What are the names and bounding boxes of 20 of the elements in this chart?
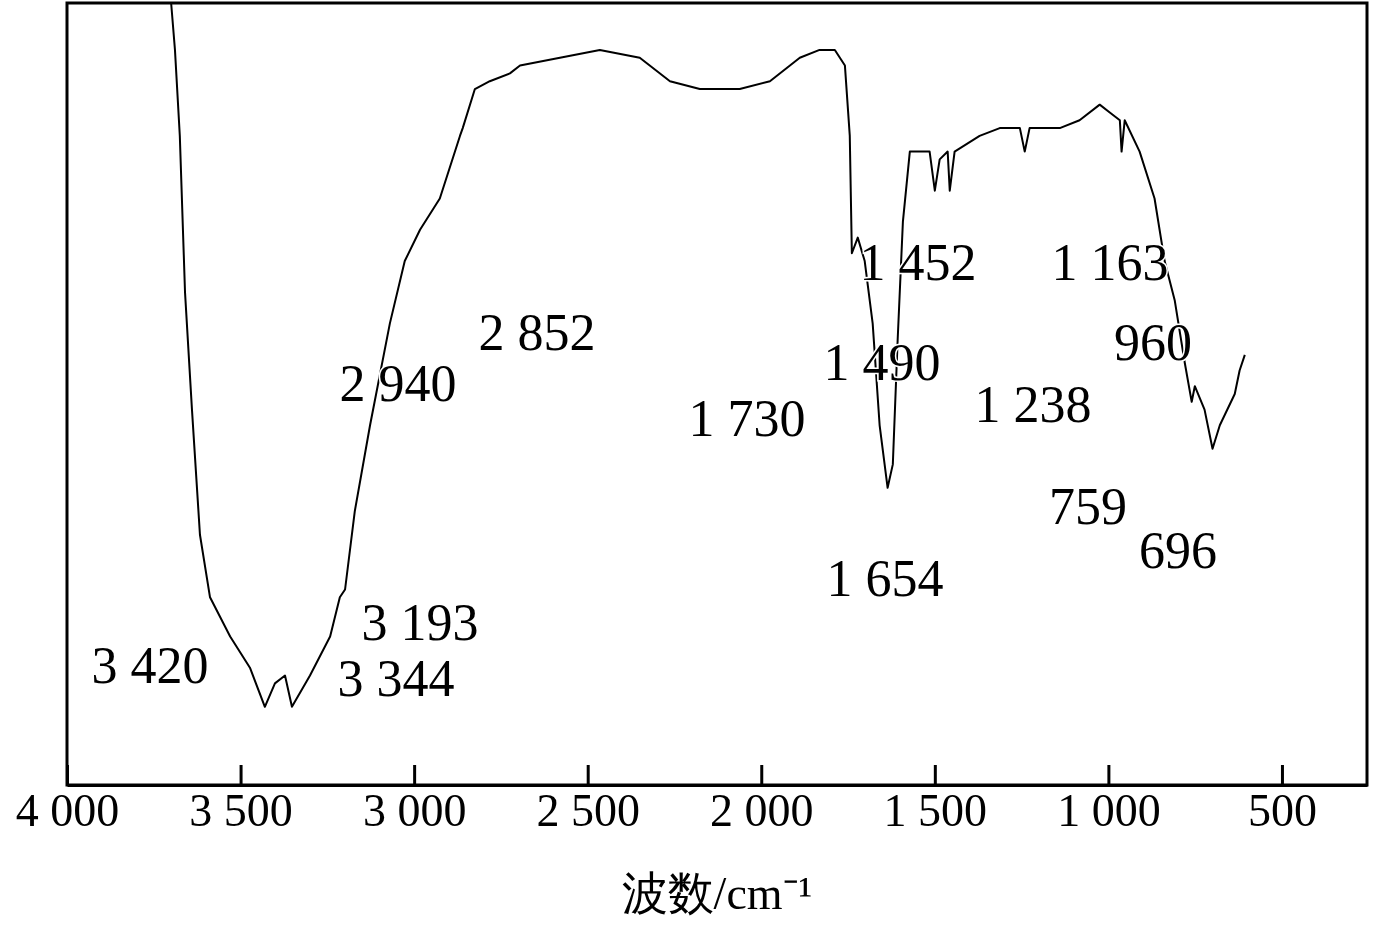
x-tick-label: 3 500 [189, 784, 293, 836]
x-axis-title: 波数/cm⁻¹ [621, 867, 813, 919]
annotation: 696 [1139, 521, 1217, 579]
x-tick-label: 2 000 [710, 784, 814, 836]
x-tick-label: 1 000 [1057, 784, 1161, 836]
annotation: 3 193 [361, 593, 479, 651]
annotation: 759 [1049, 477, 1127, 535]
annotation: 3 420 [91, 636, 209, 694]
annotation: 2 852 [478, 303, 596, 361]
annotation: 1 238 [974, 375, 1092, 433]
x-tick-label: 1 500 [883, 784, 988, 836]
x-tick-label: 2 500 [536, 784, 640, 836]
annotation: 2 940 [339, 354, 457, 412]
x-tick-label: 3 000 [362, 784, 467, 836]
annotation: 1 654 [826, 549, 944, 607]
annotation: 1 730 [688, 389, 806, 447]
annotation: 1 163 [1051, 233, 1169, 291]
x-tick-label: 500 [1247, 784, 1317, 836]
x-tick-label: 4 000 [15, 784, 120, 836]
annotation: 3 344 [337, 649, 455, 707]
